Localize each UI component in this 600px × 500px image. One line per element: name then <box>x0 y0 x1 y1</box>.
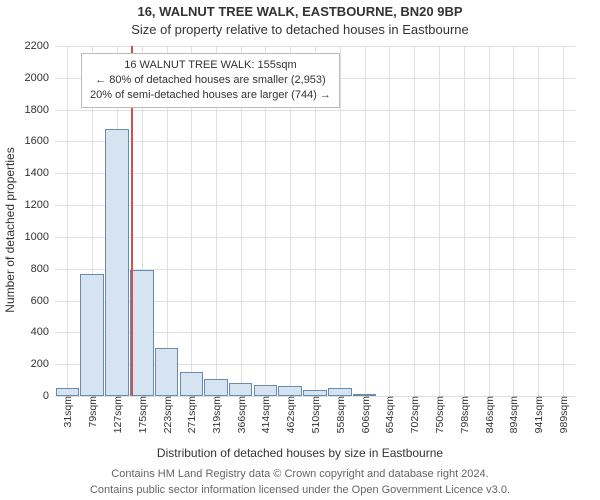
x-tick-label: 510sqm <box>308 396 322 433</box>
histogram-bar <box>56 388 80 396</box>
x-tick-label: 223sqm <box>160 396 174 433</box>
gridline-v <box>389 46 390 396</box>
histogram-bar <box>328 388 352 396</box>
x-tick-label: 798sqm <box>457 396 471 433</box>
histogram-bar <box>229 383 252 396</box>
y-tick-label: 2200 <box>25 40 55 52</box>
plot-area: 0200400600800100012001400160018002000220… <box>55 46 575 396</box>
footer-line-2: Contains public sector information licen… <box>0 484 600 496</box>
x-tick-label: 271sqm <box>184 396 198 433</box>
x-tick-label: 846sqm <box>482 396 496 433</box>
gridline-v <box>464 46 465 396</box>
gridline-v <box>340 46 341 396</box>
histogram-bar <box>180 372 204 396</box>
histogram-bar <box>303 390 327 396</box>
y-tick-label: 600 <box>31 295 55 307</box>
x-tick-label: 654sqm <box>382 396 396 433</box>
x-tick-label: 989sqm <box>556 396 570 433</box>
gridline-v <box>513 46 514 396</box>
annotation-box: 16 WALNUT TREE WALK: 155sqm← 80% of deta… <box>81 53 340 108</box>
x-tick-label: 702sqm <box>407 396 421 433</box>
gridline-v <box>365 46 366 396</box>
y-tick-label: 200 <box>31 358 55 370</box>
histogram-bar <box>155 348 179 396</box>
gridline-v <box>489 46 490 396</box>
x-tick-label: 606sqm <box>358 396 372 433</box>
x-tick-label: 462sqm <box>283 396 297 433</box>
x-tick-label: 31sqm <box>60 396 74 428</box>
gridline-v <box>538 46 539 396</box>
x-tick-label: 894sqm <box>506 396 520 433</box>
gridline-v <box>414 46 415 396</box>
x-tick-label: 941sqm <box>531 396 545 433</box>
histogram-bar <box>105 129 129 396</box>
y-tick-label: 1600 <box>25 135 55 147</box>
annotation-line: 16 WALNUT TREE WALK: 155sqm <box>90 58 331 73</box>
x-tick-label: 414sqm <box>258 396 272 433</box>
chart-container: { "title": "16, WALNUT TREE WALK, EASTBO… <box>0 0 600 500</box>
y-tick-label: 1800 <box>25 104 55 116</box>
histogram-bar <box>254 385 278 396</box>
x-tick-label: 319sqm <box>209 396 223 433</box>
x-tick-label: 750sqm <box>432 396 446 433</box>
x-tick-label: 79sqm <box>85 396 99 428</box>
x-axis-label: Distribution of detached houses by size … <box>0 446 600 460</box>
annotation-line: 20% of semi-detached houses are larger (… <box>90 88 331 103</box>
y-tick-label: 400 <box>31 326 55 338</box>
footer-line-1: Contains HM Land Registry data © Crown c… <box>0 468 600 480</box>
annotation-line: ← 80% of detached houses are smaller (2,… <box>90 73 331 88</box>
histogram-bar <box>278 386 302 396</box>
gridline-v <box>439 46 440 396</box>
y-tick-label: 800 <box>31 263 55 275</box>
y-tick-label: 2000 <box>25 72 55 84</box>
gridline-v <box>67 46 68 396</box>
histogram-bar <box>80 274 104 397</box>
y-axis-label: Number of detached properties <box>3 147 17 312</box>
y-tick-label: 1200 <box>25 199 55 211</box>
histogram-bar <box>130 270 154 396</box>
gridline-v <box>563 46 564 396</box>
chart-subtitle: Size of property relative to detached ho… <box>0 22 600 37</box>
y-tick-label: 0 <box>43 390 55 402</box>
chart-title: 16, WALNUT TREE WALK, EASTBOURNE, BN20 9… <box>0 4 600 19</box>
histogram-bar <box>353 394 377 396</box>
x-tick-label: 175sqm <box>135 396 149 433</box>
histogram-bar <box>204 379 228 397</box>
x-tick-label: 127sqm <box>110 396 124 433</box>
x-tick-label: 558sqm <box>333 396 347 433</box>
y-tick-label: 1400 <box>25 167 55 179</box>
x-tick-label: 366sqm <box>234 396 248 433</box>
y-tick-label: 1000 <box>25 231 55 243</box>
